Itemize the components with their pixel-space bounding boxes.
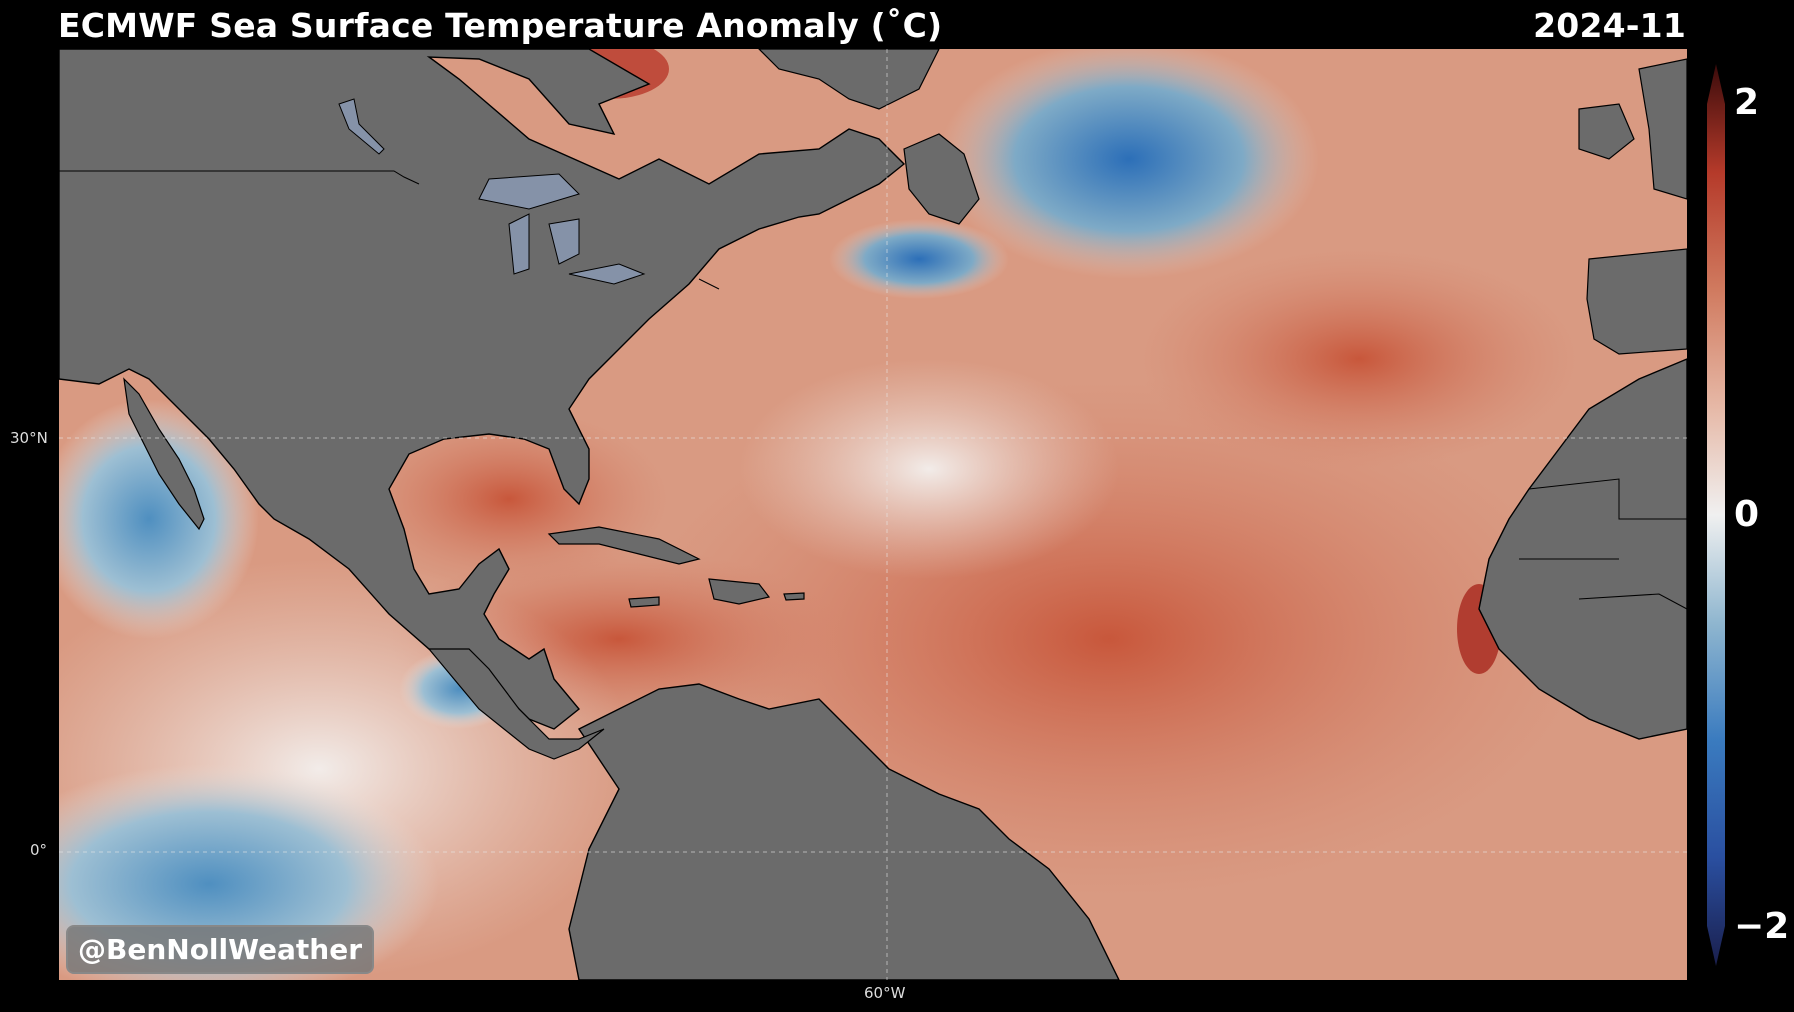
great-lakes [338,98,646,285]
british-isles [1578,58,1687,200]
lat-label-30n: 30°N [10,429,48,447]
cool-anomaly-baja [59,399,259,639]
neutral-anomaly-mid-atlantic [739,359,1119,579]
colorbar-mid-label: 0 [1734,494,1760,535]
sst-anomaly-map [59,49,1687,980]
colorbar-gradient [1707,64,1725,966]
lat-label-equator: 0° [30,841,48,859]
graticule [59,49,1687,980]
lon-label-60w: 60°W [864,984,906,1002]
newfoundland [903,133,980,225]
iberian-peninsula [1586,248,1687,355]
map-canvas [59,49,1687,980]
colorbar-max-label: 2 [1734,82,1760,123]
central-america [427,648,605,760]
colorbar [1707,64,1725,966]
map-date: 2024-11 [1533,6,1686,45]
africa-landmass [1478,358,1687,740]
caribbean-islands [547,526,805,608]
north-america-landmass [59,49,906,730]
colorbar-min-label: −2 [1734,906,1790,947]
south-america-landmass [568,683,1120,980]
us-canada-border [59,170,720,290]
baja-peninsula [123,377,205,531]
africa-borders [1519,478,1687,610]
cool-anomaly-north-atlantic [939,49,1319,279]
cool-anomaly-labrador [829,219,1009,299]
warm-anomaly-east-atlantic [1139,249,1579,469]
map-title: ECMWF Sea Surface Temperature Anomaly (˚… [58,6,943,45]
canadian-arctic [758,49,940,110]
watermark-badge: @BenNollWeather [66,925,375,974]
